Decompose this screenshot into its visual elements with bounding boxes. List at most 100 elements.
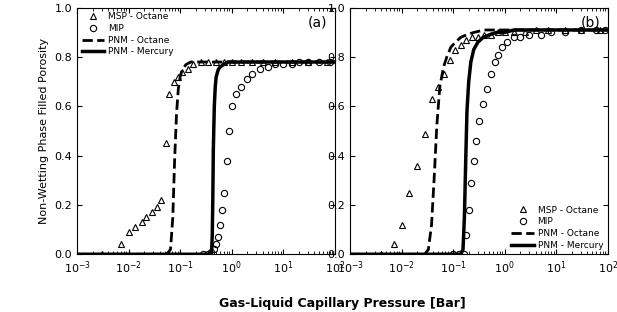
PNM - Mercury xyxy=(577,28,584,32)
MSP - Octane xyxy=(166,92,173,96)
PNM - Octane xyxy=(604,28,611,32)
PNM - Octane xyxy=(163,252,170,256)
MSP - Octane xyxy=(457,43,465,46)
MSP - Octane xyxy=(561,28,569,32)
PNM - Mercury xyxy=(465,80,473,84)
PNM - Octane xyxy=(433,124,441,128)
MSP - Octane xyxy=(468,36,476,39)
PNM - Octane xyxy=(183,63,190,66)
MIP xyxy=(249,72,256,76)
Text: (a): (a) xyxy=(307,15,327,29)
PNM - Mercury xyxy=(210,149,217,153)
PNM - Mercury xyxy=(444,252,452,256)
Legend: MSP - Octane, MIP, PNM - Octane, PNM - Mercury: MSP - Octane, MIP, PNM - Octane, PNM - M… xyxy=(510,204,605,251)
MIP xyxy=(473,139,480,143)
PNM - Mercury xyxy=(228,60,235,64)
MSP - Octane xyxy=(428,97,435,101)
MIP xyxy=(516,36,524,39)
PNM - Octane xyxy=(428,223,435,227)
MIP xyxy=(304,60,312,64)
MSP - Octane xyxy=(487,33,495,37)
PNM - Mercury xyxy=(217,65,224,69)
PNM - Octane xyxy=(331,60,338,64)
MIP xyxy=(465,208,473,212)
PNM - Octane xyxy=(553,28,560,32)
PNM - Octane xyxy=(457,36,465,39)
MIP xyxy=(207,250,215,254)
PNM - Mercury xyxy=(474,41,481,44)
PNM - Mercury xyxy=(209,198,217,202)
MIP xyxy=(467,181,474,185)
PNM - Mercury xyxy=(604,28,611,32)
PNM - Octane xyxy=(447,45,455,49)
MSP - Octane xyxy=(162,142,169,145)
PNM - Mercury xyxy=(510,28,518,32)
PNM - Mercury xyxy=(210,105,218,108)
PNM - Octane xyxy=(192,60,199,64)
Line: PNM - Mercury: PNM - Mercury xyxy=(77,62,334,254)
MIP xyxy=(289,63,296,66)
PNM - Mercury xyxy=(73,252,81,256)
PNM - Mercury xyxy=(212,85,219,89)
MIP xyxy=(256,68,263,71)
Line: MIP: MIP xyxy=(200,59,333,257)
Text: (b): (b) xyxy=(580,15,600,29)
MSP - Octane xyxy=(474,36,481,39)
PNM - Octane xyxy=(431,173,438,177)
PNM - Octane xyxy=(175,87,182,91)
MSP - Octane xyxy=(463,38,470,42)
MSP - Octane xyxy=(220,60,228,64)
Legend: MSP - Octane, MIP, PNM - Octane, PNM - Mercury: MSP - Octane, MIP, PNM - Octane, PNM - M… xyxy=(80,11,175,58)
MSP - Octane xyxy=(170,80,178,84)
MSP - Octane xyxy=(228,60,235,64)
MIP xyxy=(199,252,207,256)
MSP - Octane xyxy=(148,211,155,214)
Line: PNM - Octane: PNM - Octane xyxy=(350,30,608,254)
PNM - Mercury xyxy=(197,252,204,256)
PNM - Octane xyxy=(73,252,81,256)
PNM - Mercury xyxy=(206,252,213,256)
MIP xyxy=(526,33,533,37)
MSP - Octane xyxy=(138,220,146,224)
PNM - Octane xyxy=(171,159,178,163)
PNM - Octane xyxy=(443,55,450,59)
MSP - Octane xyxy=(304,60,312,64)
Y-axis label: Non-Wetting Phase Filled Porosity: Non-Wetting Phase Filled Porosity xyxy=(39,38,49,224)
PNM - Octane xyxy=(398,252,405,256)
MIP xyxy=(218,208,226,212)
MSP - Octane xyxy=(452,48,459,51)
PNM - Octane xyxy=(424,247,432,251)
PNM - Mercury xyxy=(463,110,471,113)
MSP - Octane xyxy=(271,60,279,64)
MSP - Octane xyxy=(125,230,132,234)
PNM - Octane xyxy=(178,68,186,71)
MSP - Octane xyxy=(405,191,413,195)
MIP xyxy=(495,53,502,56)
PNM - Mercury xyxy=(215,68,222,71)
MIP xyxy=(264,65,271,69)
PNM - Mercury xyxy=(547,28,555,32)
PNM - Mercury xyxy=(347,252,354,256)
MSP - Octane xyxy=(440,72,447,76)
MIP xyxy=(326,60,333,64)
MIP xyxy=(577,28,584,32)
PNM - Mercury xyxy=(486,33,493,37)
MSP - Octane xyxy=(289,60,296,64)
PNM - Mercury xyxy=(462,159,470,163)
MSP - Octane xyxy=(434,85,441,89)
PNM - Octane xyxy=(463,33,470,37)
MIP xyxy=(537,33,544,37)
PNM - Mercury xyxy=(237,60,244,64)
PNM - Mercury xyxy=(207,252,215,256)
PNM - Octane xyxy=(125,252,132,256)
MSP - Octane xyxy=(596,28,603,32)
PNM - Octane xyxy=(413,252,421,256)
MIP xyxy=(244,77,251,81)
MSP - Octane xyxy=(521,31,529,34)
MSP - Octane xyxy=(143,216,150,219)
MSP - Octane xyxy=(157,198,165,202)
PNM - Octane xyxy=(501,28,508,32)
MSP - Octane xyxy=(197,60,204,64)
PNM - Octane xyxy=(173,112,180,116)
MIP xyxy=(460,252,468,256)
